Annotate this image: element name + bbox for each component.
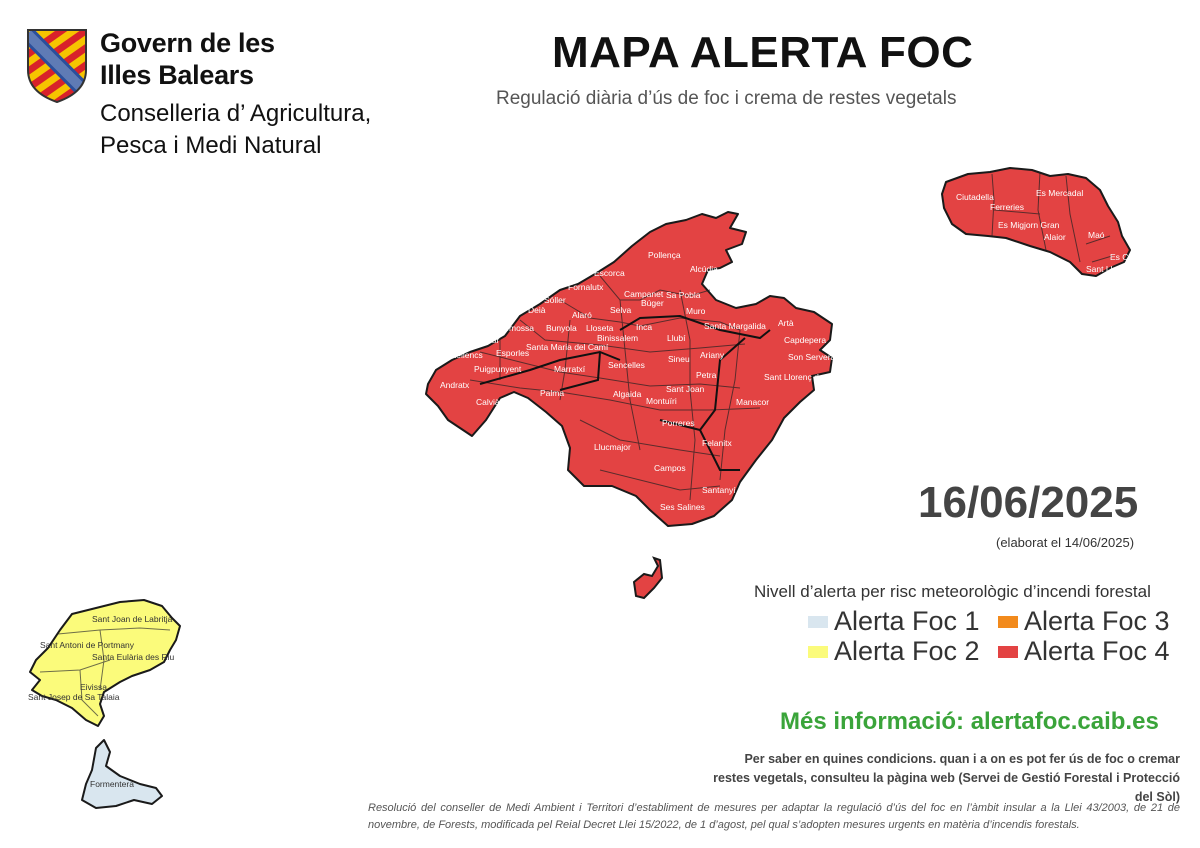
municipality-label: Maó: [1088, 230, 1105, 240]
municipality-label: Sant Lluís: [1086, 264, 1124, 274]
legend-label: Alerta Foc 4: [1024, 636, 1170, 666]
municipality-label: Alaior: [1044, 232, 1066, 242]
municipality-label: Bunyola: [546, 323, 577, 333]
legend-swatch-level4: [998, 645, 1018, 658]
island-cabrera: [632, 556, 664, 600]
municipality-label: Artà: [778, 318, 794, 328]
menorca-municipality-labels: Ciutadella Es Mercadal Ferreries Es Migj…: [956, 188, 1148, 274]
municipality-label: Campanet: [624, 289, 664, 299]
municipality-label: Calvià: [476, 397, 500, 407]
municipality-label: Capdepera: [784, 335, 826, 345]
pitiuses-municipality-labels: Sant Joan de Labritja Sant Antoni de Por…: [28, 614, 174, 789]
elaboration-date: (elaborat el 14/06/2025): [996, 535, 1135, 550]
municipality-label: Es Mercadal: [1036, 188, 1083, 198]
municipality-label: Montuïri: [646, 396, 677, 406]
municipality-label: Marratxí: [554, 364, 586, 374]
municipality-label: Santanyí: [702, 485, 736, 495]
municipality-label: Ariany: [700, 350, 725, 360]
municipality-label: Andratx: [440, 380, 470, 390]
municipality-label: Banyalbufar: [454, 335, 500, 345]
legend-swatch-level3: [998, 615, 1018, 628]
legend-title: Nivell d’alerta per risc meteorològic d’…: [754, 582, 1151, 601]
municipality-label: Algaida: [613, 389, 642, 399]
municipality-label: Sant Antoni de Portmany: [40, 640, 135, 650]
municipality-label: Sant Joan de Labritja: [92, 614, 173, 624]
legend-item-alerta-foc-4: Alerta Foc 4: [998, 636, 1170, 667]
map-date: 16/06/2025: [918, 478, 1139, 527]
legend-label: Alerta Foc 1: [834, 606, 980, 636]
municipality-label: Fornalutx: [568, 282, 604, 292]
municipality-label: Llubí: [667, 333, 686, 343]
municipality-label: Manacor: [736, 397, 769, 407]
municipality-label: Puigpunyent: [474, 364, 522, 374]
municipality-label: Petra: [696, 370, 717, 380]
municipality-label: Inca: [636, 322, 652, 332]
municipality-label: Ciutadella: [956, 192, 994, 202]
more-info-link[interactable]: Més informació: alertafoc.caib.es: [780, 708, 1159, 735]
govern-balears-shield-logo: [27, 29, 87, 104]
department-name-line1: Conselleria d’ Agricultura,: [100, 100, 372, 127]
legal-resolution-text: Resolució del conseller de Medi Ambient …: [368, 802, 1180, 831]
island-mallorca: [425, 211, 833, 527]
legend-item-alerta-foc-2: Alerta Foc 2: [808, 636, 980, 667]
municipality-label: Muro: [686, 306, 706, 316]
municipality-label: Santa Margalida: [704, 321, 766, 331]
legend-label: Alerta Foc 2: [834, 636, 980, 666]
municipality-label: Eivissa: [80, 682, 107, 692]
municipality-label: Alcúdia: [690, 264, 718, 274]
legend-item-alerta-foc-1: Alerta Foc 1: [808, 606, 980, 637]
municipality-label: Es Castell: [1110, 252, 1148, 262]
municipality-label: Valldemossa: [486, 323, 534, 333]
page-subtitle: Regulació diària d’ús de foc i crema de …: [496, 88, 957, 109]
municipality-label: Sóller: [544, 295, 566, 305]
municipality-label: Llucmajor: [594, 442, 631, 452]
municipality-label: Ses Salines: [660, 502, 705, 512]
municipality-label: Ferreries: [990, 202, 1024, 212]
island-eivissa: [29, 599, 181, 727]
municipality-label: Selva: [610, 305, 632, 315]
municipality-label: Son Servera: [788, 352, 836, 362]
legend-item-alerta-foc-3: Alerta Foc 3: [998, 606, 1170, 637]
page-title: MAPA ALERTA FOC: [552, 28, 974, 77]
legend-swatch-level2: [808, 645, 828, 658]
government-name-line2: Illes Balears: [100, 60, 254, 90]
municipality-label: Campos: [654, 463, 686, 473]
legend-label: Alerta Foc 3: [1024, 606, 1170, 636]
municipality-label: Sa Pobla: [666, 290, 701, 300]
municipality-label: Búger: [641, 298, 664, 308]
municipality-label: Felanitx: [702, 438, 733, 448]
municipality-label: Alaró: [572, 310, 592, 320]
municipality-label: Deià: [528, 305, 546, 315]
department-name-line2: Pesca i Medi Natural: [100, 132, 322, 159]
municipality-label: Sineu: [668, 354, 690, 364]
municipality-label: Formentera: [90, 779, 134, 789]
municipality-label: Es Migjorn Gran: [998, 220, 1060, 230]
legend-swatch-level1: [808, 615, 828, 628]
government-name-line1: Govern de les: [100, 28, 275, 58]
municipality-label: Porreres: [662, 418, 695, 428]
municipality-label: Esporles: [496, 348, 529, 358]
info-text: Per saber en quines condicions. quan i a…: [713, 752, 1180, 804]
municipality-label: Santa Maria del Camí: [526, 342, 609, 352]
municipality-label: Pollença: [648, 250, 681, 260]
municipality-label: Palma: [540, 388, 564, 398]
island-formentera: [81, 739, 163, 809]
municipality-label: Estellencs: [444, 350, 483, 360]
municipality-label: Binissalem: [597, 333, 638, 343]
municipality-label: Sant Llorenç des Cardassar: [764, 372, 870, 382]
municipality-label: Escorca: [594, 268, 625, 278]
municipality-label: Lloseta: [586, 323, 614, 333]
municipality-label: Santa Eulària des Riu: [92, 652, 174, 662]
island-menorca: [941, 167, 1131, 277]
municipality-label: Sant Josep de Sa Talaia: [28, 692, 120, 702]
mallorca-municipality-labels: Pollença Escorca Alcúdia Fornalutx Campa…: [440, 250, 870, 512]
municipality-label: Sencelles: [608, 360, 645, 370]
municipality-label: Sant Joan: [666, 384, 705, 394]
